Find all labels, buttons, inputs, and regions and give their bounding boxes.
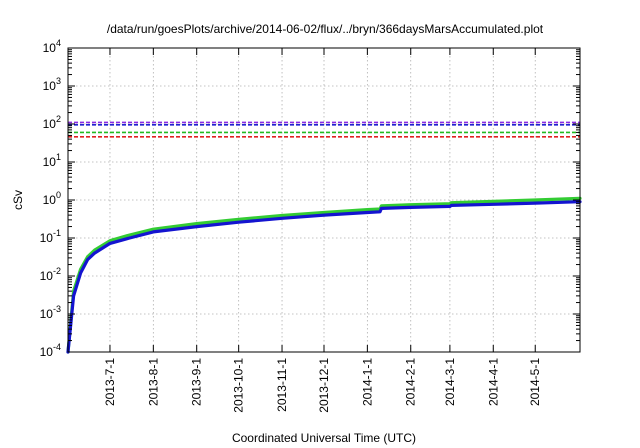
y-tick-label: 101 xyxy=(43,152,61,169)
x-tick-label: 2014-5-1 xyxy=(528,358,542,406)
x-tick-label: 2013-9-1 xyxy=(190,358,204,406)
x-tick-label: 2014-2-1 xyxy=(404,358,418,406)
series-line-2 xyxy=(66,200,582,354)
x-tick-label: 2013-12-1 xyxy=(317,358,331,413)
x-tick-label: 2013-7-1 xyxy=(103,358,117,406)
x-tick-label: 2014-3-1 xyxy=(443,358,457,406)
x-tick-label: 2014-1-1 xyxy=(360,358,374,406)
x-tick-label: 2013-10-1 xyxy=(232,358,246,413)
y-tick-label: 10-1 xyxy=(40,228,61,245)
series-group xyxy=(66,196,582,354)
y-axis-label: cSv xyxy=(11,190,25,210)
y-tick-label: 103 xyxy=(43,76,61,93)
x-tick-label: 2013-8-1 xyxy=(146,358,160,406)
y-tick-label: 10-3 xyxy=(40,304,61,321)
y-tick-label: 100 xyxy=(43,190,61,207)
y-tick-label: 10-2 xyxy=(40,266,61,283)
grid xyxy=(68,48,580,352)
y-axis: 10-4 10-3 10-2 10-1 100 101 102 103 104 xyxy=(40,38,580,359)
x-axis: 2013-7-1 2013-8-1 2013-9-1 2013-10-1 2013-11… xyxy=(103,48,542,413)
x-axis-label: Coordinated Universal Time (UTC) xyxy=(232,431,416,445)
x-tick-label: 2014-4-1 xyxy=(486,358,500,406)
y-tick-label: 104 xyxy=(43,38,61,55)
series-line-1 xyxy=(66,196,582,354)
y-tick-label: 102 xyxy=(43,114,61,131)
reference-lines xyxy=(68,121,580,138)
x-tick-label: 2013-11-1 xyxy=(275,358,289,412)
chart-title: /data/run/goesPlots/archive/2014-06-02/f… xyxy=(107,22,544,36)
y-tick-label: 10-4 xyxy=(40,342,61,359)
